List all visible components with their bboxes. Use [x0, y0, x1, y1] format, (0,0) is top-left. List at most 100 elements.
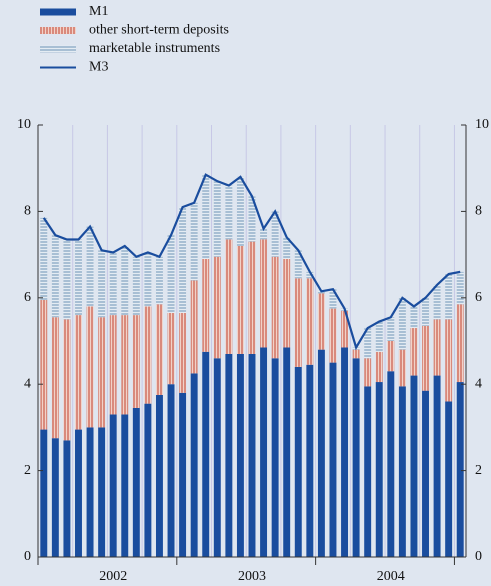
y-tick-label: 4 [24, 376, 31, 391]
bar [398, 349, 406, 387]
x-year-label: 2002 [99, 569, 127, 584]
bar [63, 239, 71, 320]
bar [410, 375, 418, 557]
bar [456, 382, 464, 557]
bar [190, 280, 198, 374]
bar [306, 271, 314, 279]
bar [155, 256, 163, 305]
bar [364, 358, 372, 387]
bar [155, 395, 163, 557]
bar [294, 278, 302, 367]
bar [248, 353, 256, 557]
bar [132, 315, 140, 408]
bar [410, 328, 418, 376]
bar [40, 299, 48, 430]
bar [317, 293, 325, 350]
bar [179, 312, 187, 393]
legend-swatch [40, 8, 76, 16]
bar [63, 319, 71, 441]
bar [179, 392, 187, 557]
bar [248, 196, 256, 242]
bar [236, 245, 244, 354]
bar [40, 217, 48, 300]
bar [213, 181, 221, 257]
bar [387, 317, 395, 341]
y-tick-label: 8 [24, 204, 31, 219]
bar [51, 438, 59, 557]
bar [352, 358, 360, 557]
x-year-label: 2004 [377, 569, 405, 584]
bar [248, 241, 256, 354]
bar [167, 235, 175, 313]
bar [51, 317, 59, 439]
bar [306, 364, 314, 557]
bar [236, 353, 244, 557]
bar [75, 239, 82, 316]
bar [86, 226, 94, 307]
bar [271, 358, 279, 557]
bar [109, 414, 117, 557]
y-tick-label-right: 2 [475, 463, 482, 478]
bar [132, 256, 140, 316]
bar [294, 250, 302, 279]
y-tick-label-right: 6 [475, 290, 482, 305]
bar [329, 308, 337, 363]
bar [109, 252, 117, 316]
bar [456, 304, 464, 383]
bar [364, 328, 372, 359]
bar [422, 297, 429, 326]
y-tick-label-right: 8 [475, 204, 482, 219]
bar [364, 386, 372, 557]
y-tick-label: 2 [24, 463, 31, 478]
legend-swatch [40, 27, 76, 34]
bar [445, 319, 453, 402]
bar [375, 321, 383, 352]
bar [75, 429, 82, 557]
bar [433, 319, 441, 376]
bar [433, 284, 441, 320]
legend-label: M1 [89, 4, 108, 19]
bar [86, 306, 94, 428]
bar [225, 239, 233, 354]
bar [329, 362, 337, 557]
bar [387, 371, 395, 557]
line [42, 173, 461, 351]
bar [422, 390, 429, 557]
bar [445, 401, 453, 557]
bar [422, 325, 429, 391]
bar [132, 407, 140, 557]
bar [260, 228, 268, 240]
bar [179, 207, 187, 313]
bar [213, 256, 221, 359]
bar [213, 358, 221, 557]
bar [283, 258, 291, 348]
bar [433, 375, 441, 557]
bar [352, 349, 360, 359]
bar [144, 403, 152, 557]
bar [445, 274, 453, 320]
bar [317, 349, 325, 557]
y-tick-label: 10 [17, 117, 31, 132]
bar [51, 235, 59, 318]
bar [375, 382, 383, 557]
bar [271, 256, 279, 359]
bar [98, 317, 106, 428]
bar [456, 271, 464, 305]
bar [387, 341, 395, 372]
bar [75, 315, 82, 430]
bar [225, 185, 233, 240]
bar [398, 386, 406, 557]
bar [375, 351, 383, 383]
bar [271, 211, 279, 257]
bar [121, 315, 129, 415]
bar [109, 315, 117, 415]
bar [98, 250, 106, 318]
bar [202, 258, 210, 352]
legend-label: M3 [89, 60, 108, 75]
bar [63, 440, 71, 557]
bar [398, 297, 406, 350]
y-tick-label: 0 [24, 549, 31, 564]
bar [329, 289, 337, 309]
legend-swatch [40, 45, 76, 53]
